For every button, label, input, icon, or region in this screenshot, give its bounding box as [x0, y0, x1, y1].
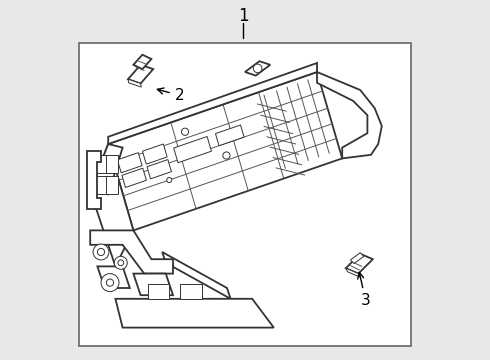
Circle shape — [253, 64, 262, 73]
Polygon shape — [106, 155, 118, 173]
Polygon shape — [317, 72, 382, 158]
Polygon shape — [118, 153, 142, 173]
Text: 1: 1 — [238, 7, 248, 25]
Polygon shape — [133, 274, 173, 295]
Polygon shape — [148, 284, 170, 299]
Polygon shape — [108, 63, 317, 144]
FancyBboxPatch shape — [79, 43, 411, 346]
Circle shape — [98, 248, 104, 256]
Circle shape — [223, 152, 230, 159]
Polygon shape — [245, 61, 270, 76]
Polygon shape — [98, 266, 130, 288]
Polygon shape — [174, 136, 211, 163]
Polygon shape — [180, 284, 202, 299]
Polygon shape — [216, 125, 244, 146]
Polygon shape — [90, 144, 122, 194]
Circle shape — [167, 177, 172, 183]
Polygon shape — [87, 151, 101, 209]
Circle shape — [181, 128, 189, 135]
Circle shape — [106, 279, 114, 286]
Polygon shape — [162, 252, 231, 299]
Polygon shape — [116, 299, 274, 328]
Polygon shape — [147, 159, 172, 179]
Circle shape — [93, 244, 109, 260]
Text: 2: 2 — [157, 88, 184, 103]
Polygon shape — [128, 79, 141, 87]
Polygon shape — [350, 253, 364, 264]
Polygon shape — [143, 144, 167, 164]
Circle shape — [118, 260, 123, 266]
Circle shape — [114, 256, 127, 269]
Polygon shape — [94, 176, 106, 194]
Circle shape — [101, 274, 119, 292]
Polygon shape — [346, 254, 373, 274]
Polygon shape — [128, 65, 153, 84]
Polygon shape — [90, 230, 173, 274]
Polygon shape — [106, 176, 118, 194]
Polygon shape — [346, 268, 360, 277]
Polygon shape — [94, 155, 106, 173]
Text: 3: 3 — [358, 273, 370, 308]
Polygon shape — [90, 144, 133, 266]
Polygon shape — [122, 168, 147, 188]
Polygon shape — [108, 72, 342, 230]
Polygon shape — [133, 55, 151, 69]
